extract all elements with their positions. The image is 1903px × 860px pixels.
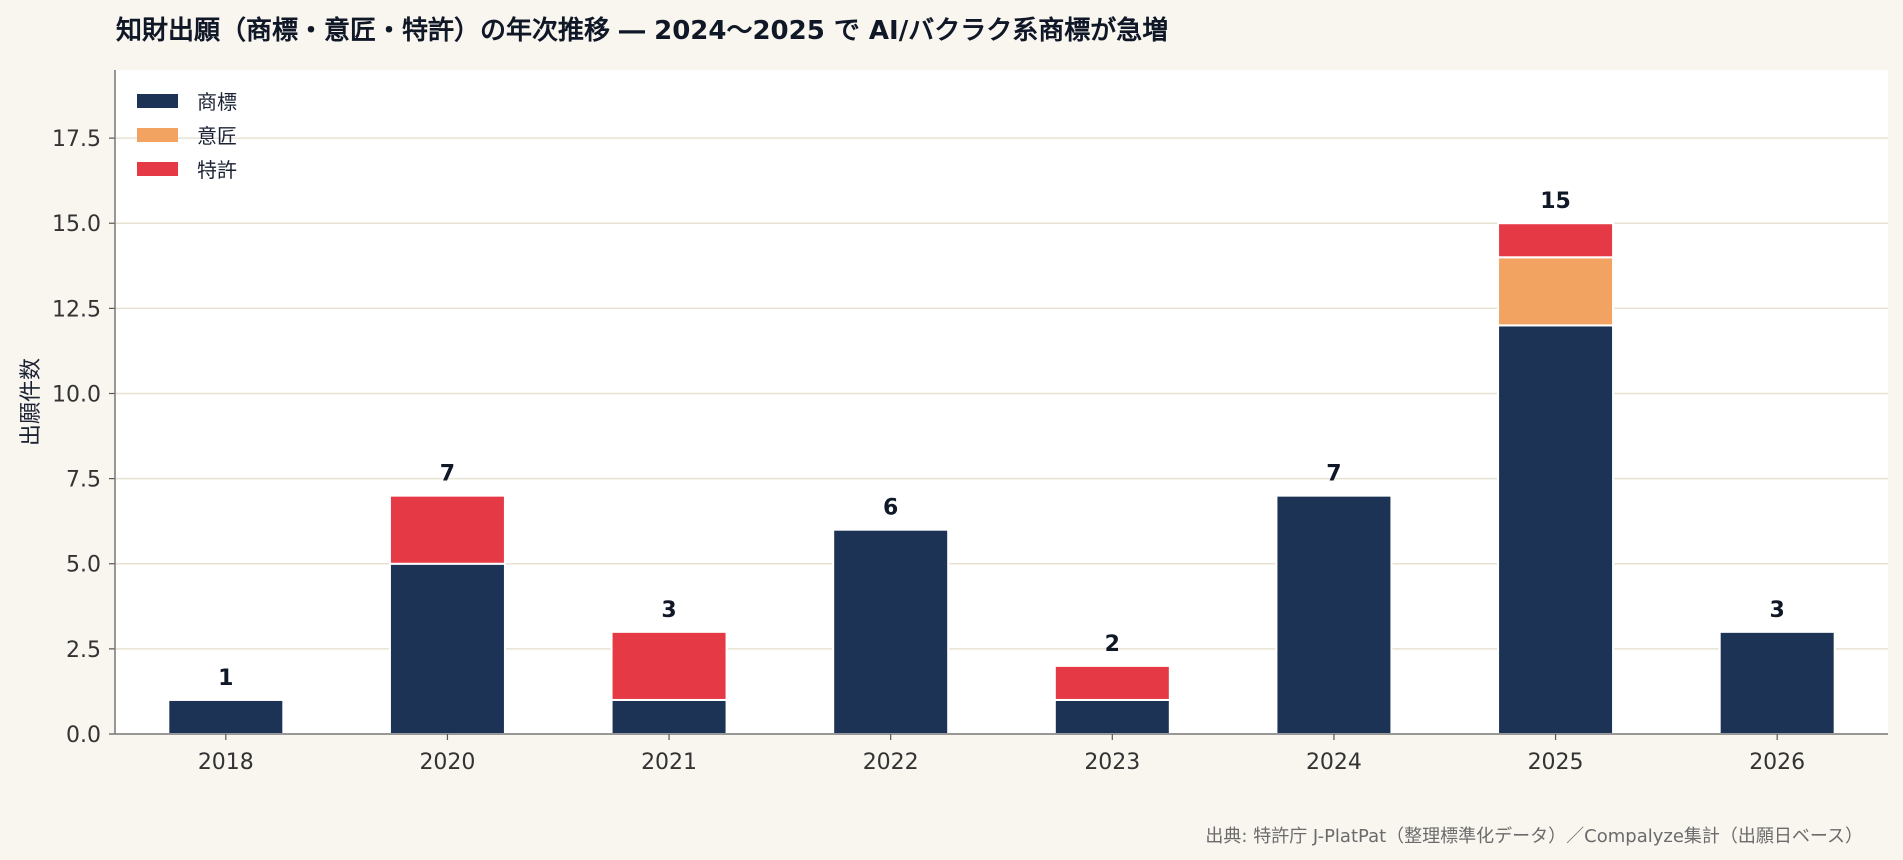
total-value-label: 15 — [1540, 189, 1571, 214]
x-tick-label: 2024 — [1306, 750, 1362, 775]
x-tick-label: 2021 — [641, 750, 697, 775]
bar-segment — [388, 494, 506, 565]
legend-swatch — [137, 94, 178, 108]
bar-segment — [388, 562, 506, 735]
bar-segment — [610, 698, 728, 736]
x-tick-label: 2025 — [1528, 750, 1584, 775]
chart-title: 知財出願（商標・意匠・特許）の年次推移 ― 2024〜2025 で AI/バクラ… — [116, 16, 1169, 46]
bar-segment — [1497, 222, 1615, 259]
y-tick-label: 5.0 — [66, 553, 101, 578]
total-value-label: 3 — [1770, 598, 1785, 623]
legend-swatch — [137, 128, 178, 142]
x-tick-label: 2022 — [863, 750, 919, 775]
bar-segment — [1497, 324, 1615, 735]
y-tick-label: 15.0 — [52, 212, 101, 237]
total-value-label: 1 — [218, 666, 233, 691]
x-tick-label: 2018 — [198, 750, 254, 775]
bar-segment — [1275, 494, 1393, 735]
total-value-label: 2 — [1105, 632, 1120, 657]
bars — [167, 222, 1836, 736]
x-tick-label: 2020 — [419, 750, 475, 775]
bar-segment — [1053, 664, 1171, 701]
y-tick-label: 0.0 — [66, 723, 101, 748]
bar-segment — [610, 630, 728, 701]
bar-segment — [1497, 256, 1615, 327]
bar-segment — [167, 698, 285, 736]
y-tick-label: 10.0 — [52, 382, 101, 407]
total-value-label: 7 — [440, 462, 455, 487]
plot-area — [115, 70, 1888, 734]
y-tick-label: 2.5 — [66, 638, 101, 663]
x-tick-label: 2026 — [1749, 750, 1805, 775]
total-value-label: 6 — [883, 496, 898, 521]
source-note: 出典: 特許庁 J-PlatPat（整理標準化データ）／Compalyze集計（… — [1205, 826, 1863, 847]
legend-label: 商標 — [197, 90, 237, 114]
x-tick-label: 2023 — [1084, 750, 1140, 775]
bar-segment — [1053, 698, 1171, 736]
y-tick-label: 17.5 — [52, 127, 101, 152]
total-value-label: 7 — [1326, 462, 1341, 487]
total-value-label: 3 — [661, 598, 676, 623]
y-tick-label: 7.5 — [66, 468, 101, 493]
y-axis-label: 出願件数 — [19, 358, 44, 446]
legend-swatch — [137, 162, 178, 176]
bar-segment — [832, 528, 950, 736]
bar-segment — [1718, 630, 1836, 735]
legend-label: 特許 — [197, 158, 237, 182]
y-tick-label: 12.5 — [52, 297, 101, 322]
legend-label: 意匠 — [197, 124, 237, 148]
axes: 0.0 2.5 5.0 7.5 10.0 12.5 15.0 17.5 2018 2020 2021… — [52, 70, 1888, 775]
